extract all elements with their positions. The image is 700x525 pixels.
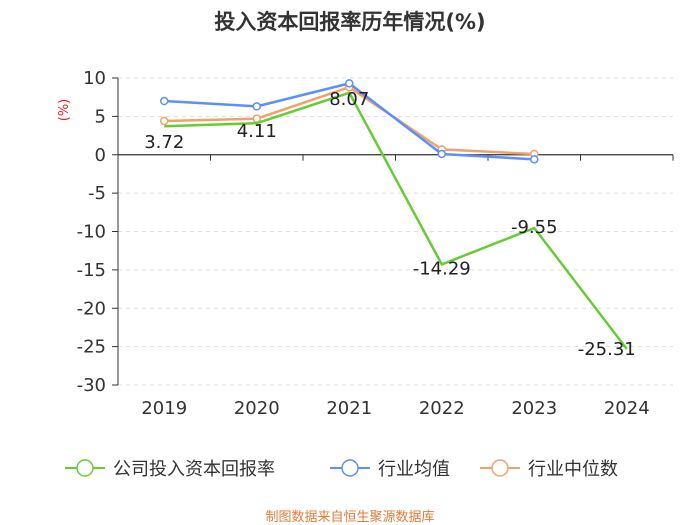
data-point	[530, 155, 539, 164]
y-tick-label: -5	[88, 183, 106, 204]
legend-label: 公司投入资本回报率	[113, 459, 275, 480]
y-tick-label: -25	[77, 337, 106, 358]
data-labels: 3.72 4.11 8.07 -14.29 -9.55 -25.31	[144, 89, 636, 360]
legend-label: 行业均值	[378, 459, 450, 480]
axes: 10 5 0 -5 -10 -15 -20 -25 -30 2019 2020 2021 2022 202…	[57, 68, 674, 419]
series-line	[164, 91, 628, 350]
data-point	[437, 149, 446, 159]
legend: 公司投入资本回报率 行业均值 行业中位数	[65, 459, 618, 480]
x-tick-label: 2023	[511, 398, 557, 419]
data-label: 8.07	[329, 89, 369, 110]
legend-marker	[491, 459, 509, 477]
data-label: 4.11	[237, 121, 277, 142]
data-point	[160, 116, 169, 126]
data-label: 3.72	[144, 132, 184, 153]
legend-label: 行业中位数	[528, 459, 618, 480]
series-lines	[160, 79, 628, 350]
data-label: -14.29	[413, 258, 471, 279]
source-note: 制图数据来自恒生聚源数据库	[265, 510, 435, 525]
x-tick-label: 2020	[234, 398, 280, 419]
y-tick-label: 5	[95, 106, 106, 127]
y-tick-label: 10	[83, 68, 106, 89]
data-label: -25.31	[578, 339, 636, 360]
chart-title: 投入资本回报率历年情况(%)	[214, 10, 486, 34]
data-point	[160, 96, 169, 106]
y-tick-label: 0	[95, 145, 106, 166]
x-tick-label: 2022	[419, 398, 465, 419]
data-label: -9.55	[511, 217, 558, 238]
x-tick-label: 2024	[604, 398, 650, 419]
y-axis-label: (%)	[57, 99, 72, 122]
x-tick-label: 2021	[326, 398, 372, 419]
y-tick-label: -30	[77, 375, 106, 396]
data-point	[345, 79, 354, 88]
y-tick-label: -15	[77, 260, 106, 281]
x-tick-label: 2019	[141, 398, 187, 419]
legend-marker	[76, 459, 94, 477]
legend-marker	[341, 459, 359, 477]
y-tick-label: -20	[77, 298, 106, 319]
data-point	[252, 102, 261, 111]
y-tick-label: -10	[77, 222, 106, 243]
